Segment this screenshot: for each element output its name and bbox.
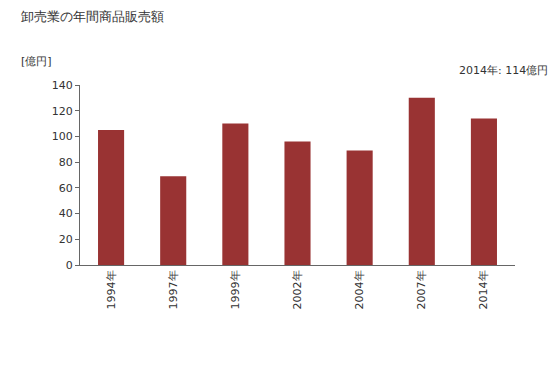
svg-text:0: 0 (66, 259, 73, 272)
svg-text:2004年: 2004年 (353, 270, 366, 309)
svg-text:1994年: 1994年 (105, 270, 118, 309)
svg-text:2007年: 2007年 (415, 270, 428, 309)
svg-text:1999年: 1999年 (229, 270, 242, 309)
svg-text:140: 140 (52, 79, 73, 92)
svg-text:1997年: 1997年 (167, 270, 180, 309)
svg-text:2014年: 114億円: 2014年: 114億円 (459, 64, 548, 77)
svg-text:卸売業の年間商品販売額: 卸売業の年間商品販売額 (21, 9, 164, 24)
svg-text:2014年: 2014年 (478, 270, 491, 309)
svg-text:120: 120 (52, 105, 73, 118)
svg-text:60: 60 (59, 182, 73, 195)
svg-text:80: 80 (59, 156, 73, 169)
svg-text:40: 40 (59, 207, 73, 220)
svg-text:[億円]: [億円] (21, 55, 52, 68)
svg-text:100: 100 (52, 130, 73, 143)
svg-text:20: 20 (59, 233, 73, 246)
svg-text:2002年: 2002年 (291, 270, 304, 309)
